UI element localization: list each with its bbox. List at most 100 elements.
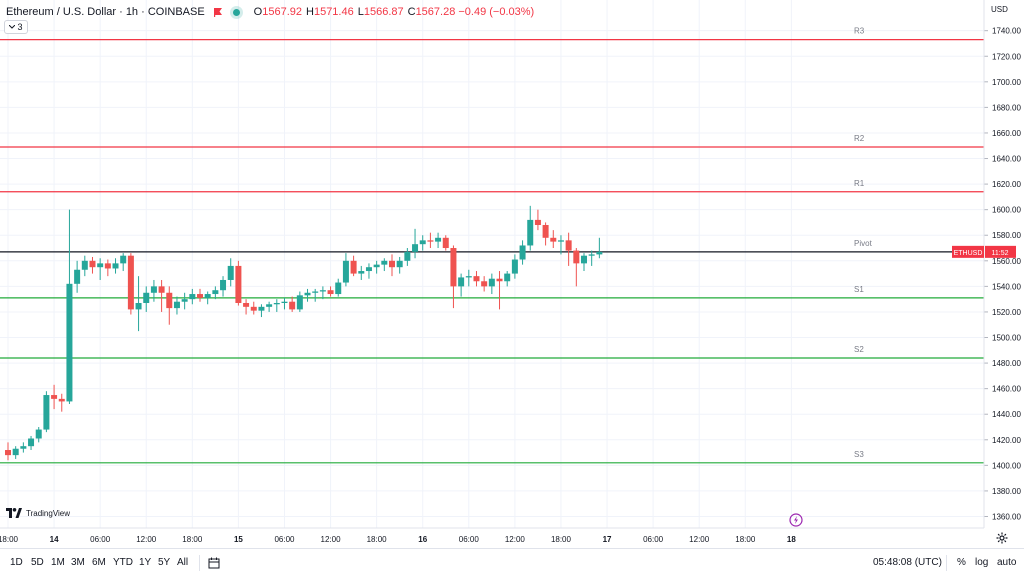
price-tag-countdown: 11:52 [992,250,1009,257]
candle [304,288,311,302]
candle-body [158,286,165,293]
candle-body [89,260,96,268]
candle [419,235,426,251]
log-scale-button[interactable]: log [975,557,989,568]
candle [135,276,142,332]
ohlc-key-open: O [253,6,263,18]
candle [458,273,465,297]
flag-icon[interactable] [213,7,223,17]
currency-label[interactable]: USD [991,5,1008,14]
timeframe-3m-button[interactable]: 3M [71,557,85,568]
x-tick-label: 06:00 [274,535,295,544]
candle-body [112,263,119,269]
ohlc-value-low: 1566.87 [363,6,404,18]
gear-icon[interactable] [996,532,1008,544]
candle-body [135,302,142,310]
candle [97,258,104,280]
candle [212,286,219,300]
y-tick-label: 1520.00 [992,308,1021,317]
candle-body [28,438,35,447]
indicators-collapse-button[interactable]: 3 [4,20,28,34]
timeframe-1y-button[interactable]: 1Y [139,557,152,568]
last-price-tag: ETHUSD 11:52 [952,245,1016,258]
candlestick-series [5,205,603,461]
tradingview-logo-icon [6,508,22,518]
candle-body [588,254,595,256]
pivot-label-r3: R3 [854,27,865,36]
candle-body [473,276,480,282]
utc-clock[interactable]: 05:48:08 (UTC) [873,557,942,568]
candle [550,230,557,249]
candle [588,250,595,266]
time-axis[interactable]: 18:00 14 06:00 12:00 18:00 15 06:00 12:00 18:00 1… [0,527,984,544]
percent-scale-button[interactable]: % [957,557,966,568]
candle [596,237,603,259]
candle [342,253,349,287]
candle-body [481,281,488,287]
candle [312,288,319,302]
x-tick-label: 12:00 [505,535,526,544]
candle-body [143,292,150,303]
candle-body [496,278,503,282]
candle [573,248,580,287]
candle-body [350,260,357,274]
candle [281,297,288,310]
candle [143,286,150,312]
candle-body [358,271,365,274]
y-tick-label: 1600.00 [992,206,1021,215]
candle [235,260,242,306]
timeframe-1d-button[interactable]: 1D [10,557,23,568]
candle-body [296,295,303,310]
x-tick-label: 14 [50,535,59,544]
candle [28,435,35,451]
candle-body [150,286,157,293]
pivot-label-r1: R1 [854,179,865,188]
candle [158,279,165,312]
candle-body [43,395,50,430]
price-axis[interactable]: 1360.00 1380.00 1400.00 1420.00 1440.00 1460.… [983,0,1021,528]
candle [243,299,250,315]
candle-body [197,294,203,298]
y-tick-label: 1380.00 [992,487,1021,496]
candle-body [504,273,511,282]
chart-grid [0,0,984,528]
candle [581,253,587,272]
auto-scale-button[interactable]: auto [997,557,1017,568]
candle [565,232,572,266]
candle-body [557,240,564,242]
candle [488,273,495,295]
candle [66,209,73,404]
candle-body [527,219,534,246]
candle [189,288,196,305]
x-tick-label: 16 [418,535,427,544]
y-tick-label: 1560.00 [992,257,1021,266]
candle-body [450,248,457,287]
y-tick-label: 1500.00 [992,334,1021,343]
timeframe-ytd-button[interactable]: YTD [113,557,133,568]
candle-body [565,240,572,251]
timeframe-5d-button[interactable]: 5D [31,557,44,568]
calendar-range-icon[interactable] [208,557,220,569]
candle-body [281,301,288,303]
timeframe-6m-button[interactable]: 6M [92,557,106,568]
lightning-icon[interactable] [789,513,803,527]
timeframe-all-button[interactable]: All [177,557,189,568]
candle [327,286,334,297]
pivot-label-s1: S1 [854,285,864,294]
timeframe-1m-button[interactable]: 1M [51,557,65,568]
candle [557,235,564,255]
symbol-title[interactable]: Ethereum / U.S. Dollar · 1h · COINBASE [6,6,205,18]
pivot-label-s3: S3 [854,450,864,459]
candle [20,442,27,453]
candle-body [258,306,265,311]
timeframe-5y-button[interactable]: 5Y [158,557,171,568]
candle-body [389,260,395,268]
y-tick-label: 1420.00 [992,436,1021,445]
candle [266,301,273,312]
candle-body [365,267,372,272]
watermark-text: TradingView [26,508,71,518]
candle [197,288,203,302]
ohlc-key-low: L [357,6,364,18]
candle [51,384,58,410]
